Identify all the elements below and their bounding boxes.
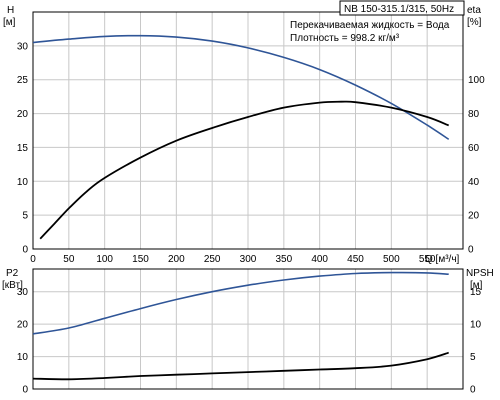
bottom-left-tick-label: 20 bbox=[17, 320, 29, 331]
bottom-panel-grid bbox=[32, 269, 463, 390]
bottom-left-axis-label-1: P2 bbox=[6, 268, 19, 279]
top-right-tick-label: 0 bbox=[468, 245, 474, 256]
x-axis-label: Q [м³/ч] bbox=[425, 254, 460, 265]
top-left-axis-label-1: H bbox=[7, 5, 14, 16]
bottom-right-axis-label-2: [м] bbox=[470, 280, 483, 291]
bottom-right-tick-label: 10 bbox=[470, 320, 482, 331]
x-tick-label: 100 bbox=[96, 254, 113, 265]
x-tick-label: 50 bbox=[63, 254, 75, 265]
top-left-tick-label: 20 bbox=[17, 109, 29, 120]
npsh-curve bbox=[32, 351, 449, 381]
top-right-tick-labels: 0 20 40 60 80 100 bbox=[468, 75, 485, 255]
top-right-tick-label: 100 bbox=[468, 75, 485, 86]
top-x-tick-labels: 0 50 100 150 200 250 300 350 400 450 500 550 bbox=[30, 254, 436, 265]
top-left-tick-label: 0 bbox=[22, 245, 28, 256]
x-tick-label: 250 bbox=[204, 254, 221, 265]
bottom-right-axis-label-1: NPSH bbox=[466, 268, 494, 279]
head-curve bbox=[32, 34, 450, 140]
bottom-series-group bbox=[32, 271, 449, 381]
x-tick-label: 350 bbox=[275, 254, 292, 265]
bottom-right-tick-label: 15 bbox=[470, 287, 482, 298]
top-left-tick-label: 15 bbox=[17, 143, 29, 154]
top-right-axis-label-1: eta bbox=[467, 5, 481, 16]
top-right-tick-label: 60 bbox=[468, 143, 480, 154]
x-tick-label: 300 bbox=[240, 254, 257, 265]
bottom-right-tick-labels: 0 5 10 15 bbox=[470, 287, 482, 395]
top-left-tick-label: 30 bbox=[17, 41, 29, 52]
top-series-group bbox=[32, 34, 450, 240]
x-tick-label: 0 bbox=[30, 254, 36, 265]
top-left-tick-label: 25 bbox=[17, 75, 29, 86]
title-box bbox=[339, 0, 465, 16]
bottom-left-tick-label: 0 bbox=[22, 385, 28, 396]
bottom-panel-frame bbox=[32, 268, 464, 390]
x-tick-label: 450 bbox=[347, 254, 364, 265]
top-left-tick-label: 10 bbox=[17, 177, 29, 188]
efficiency-curve bbox=[39, 100, 450, 240]
chart-title: NB 150-315.1/315, 50Hz bbox=[344, 4, 454, 15]
bottom-right-tick-label: 0 bbox=[470, 385, 476, 396]
annotation-density: Плотность = 998.2 кг/м³ bbox=[290, 33, 400, 44]
top-right-tick-label: 40 bbox=[468, 177, 480, 188]
x-tick-label: 500 bbox=[383, 254, 400, 265]
annotation-liquid: Перекачиваемая жидкость = Вода bbox=[290, 20, 450, 31]
x-tick-label: 550 bbox=[419, 254, 436, 265]
bottom-left-tick-labels: 0 10 20 30 bbox=[17, 287, 29, 395]
top-right-tick-label: 20 bbox=[468, 211, 480, 222]
bottom-left-tick-label: 10 bbox=[17, 352, 29, 363]
top-panel-frame bbox=[32, 11, 464, 250]
bottom-left-axis-label-2: [кВт] bbox=[2, 280, 23, 291]
top-left-tick-labels: 0 5 10 15 20 25 30 bbox=[17, 41, 29, 255]
top-left-axis-label-2: [м] bbox=[3, 17, 16, 28]
power-curve bbox=[32, 271, 449, 335]
top-right-tick-label: 80 bbox=[468, 109, 480, 120]
bottom-left-tick-label: 30 bbox=[17, 287, 29, 298]
x-tick-label: 400 bbox=[311, 254, 328, 265]
top-left-tick-label: 5 bbox=[22, 211, 28, 222]
bottom-right-tick-label: 5 bbox=[470, 352, 476, 363]
x-tick-label: 150 bbox=[132, 254, 149, 265]
top-right-axis-label-2: [%] bbox=[467, 17, 482, 28]
x-tick-label: 200 bbox=[168, 254, 185, 265]
